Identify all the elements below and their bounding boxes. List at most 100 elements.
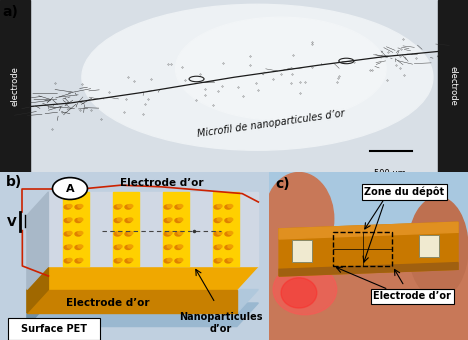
Polygon shape <box>279 222 458 276</box>
Circle shape <box>67 245 72 248</box>
Polygon shape <box>113 192 139 266</box>
Circle shape <box>167 205 172 207</box>
Circle shape <box>114 205 121 209</box>
Circle shape <box>225 205 231 209</box>
Circle shape <box>217 245 222 248</box>
Bar <box>28 0 440 172</box>
Circle shape <box>217 258 222 261</box>
Circle shape <box>52 177 88 200</box>
Circle shape <box>178 218 183 221</box>
Circle shape <box>117 232 122 235</box>
Circle shape <box>175 219 182 222</box>
Circle shape <box>217 205 222 207</box>
Circle shape <box>117 258 122 261</box>
Circle shape <box>164 219 171 222</box>
Polygon shape <box>213 192 239 266</box>
Circle shape <box>167 218 172 221</box>
Circle shape <box>167 245 172 248</box>
Circle shape <box>114 245 121 250</box>
Circle shape <box>64 245 71 250</box>
Circle shape <box>78 245 83 248</box>
Polygon shape <box>279 222 458 239</box>
Ellipse shape <box>176 17 386 120</box>
Text: Nanoparticules
d’or: Nanoparticules d’or <box>179 312 263 334</box>
Circle shape <box>175 205 182 209</box>
Text: Microfil de nanoparticules d’or: Microfil de nanoparticules d’or <box>197 108 346 139</box>
Circle shape <box>125 245 132 250</box>
Circle shape <box>214 205 220 209</box>
Circle shape <box>217 232 222 235</box>
Polygon shape <box>27 192 49 290</box>
Circle shape <box>228 258 233 261</box>
Text: electrode: electrode <box>448 66 457 106</box>
Circle shape <box>228 218 233 221</box>
Circle shape <box>67 258 72 261</box>
Circle shape <box>125 259 132 263</box>
Circle shape <box>117 245 122 248</box>
Polygon shape <box>27 266 49 313</box>
Circle shape <box>78 232 83 235</box>
Ellipse shape <box>408 197 468 298</box>
Circle shape <box>78 205 83 207</box>
Polygon shape <box>64 192 88 266</box>
FancyBboxPatch shape <box>419 235 439 257</box>
Circle shape <box>128 245 133 248</box>
Circle shape <box>75 259 81 263</box>
Circle shape <box>217 218 222 221</box>
Polygon shape <box>279 262 458 276</box>
Polygon shape <box>163 192 189 266</box>
Circle shape <box>164 205 171 209</box>
Polygon shape <box>49 192 258 266</box>
Circle shape <box>114 219 121 222</box>
Bar <box>438 0 468 172</box>
Ellipse shape <box>273 264 337 315</box>
Circle shape <box>225 219 231 222</box>
Circle shape <box>228 232 233 235</box>
Text: a): a) <box>2 5 18 19</box>
Circle shape <box>175 259 182 263</box>
Text: Electrode d’or: Electrode d’or <box>66 298 149 308</box>
Circle shape <box>78 218 83 221</box>
Circle shape <box>167 232 172 235</box>
Circle shape <box>67 205 72 207</box>
Text: Electrode d’or: Electrode d’or <box>373 291 451 301</box>
Polygon shape <box>27 290 49 326</box>
Circle shape <box>128 232 133 235</box>
Circle shape <box>125 219 132 222</box>
Text: Surface PET: Surface PET <box>21 324 87 334</box>
Ellipse shape <box>82 4 433 150</box>
Circle shape <box>64 232 71 236</box>
Circle shape <box>178 205 183 207</box>
Text: A: A <box>66 184 74 193</box>
Circle shape <box>225 245 231 250</box>
Text: b): b) <box>6 175 22 189</box>
Text: electrode: electrode <box>11 66 20 106</box>
Circle shape <box>178 232 183 235</box>
Circle shape <box>67 232 72 235</box>
Circle shape <box>128 218 133 221</box>
Circle shape <box>75 205 81 209</box>
Circle shape <box>178 245 183 248</box>
Circle shape <box>167 258 172 261</box>
Circle shape <box>64 219 71 222</box>
Circle shape <box>225 232 231 236</box>
Polygon shape <box>27 290 258 313</box>
Text: Zone du dépôt: Zone du dépôt <box>364 187 445 197</box>
Text: Electrode d’or: Electrode d’or <box>120 178 203 188</box>
Circle shape <box>114 259 121 263</box>
Circle shape <box>175 232 182 236</box>
Text: V: V <box>7 216 17 229</box>
Ellipse shape <box>281 278 317 308</box>
Circle shape <box>164 259 171 263</box>
Circle shape <box>75 245 81 250</box>
Bar <box>333 232 393 266</box>
FancyBboxPatch shape <box>8 318 100 340</box>
Circle shape <box>117 218 122 221</box>
Text: 500 μm.: 500 μm. <box>373 169 408 178</box>
Circle shape <box>64 205 71 209</box>
Circle shape <box>164 232 171 236</box>
Circle shape <box>78 258 83 261</box>
Circle shape <box>164 245 171 250</box>
Circle shape <box>125 232 132 236</box>
Circle shape <box>125 205 132 209</box>
